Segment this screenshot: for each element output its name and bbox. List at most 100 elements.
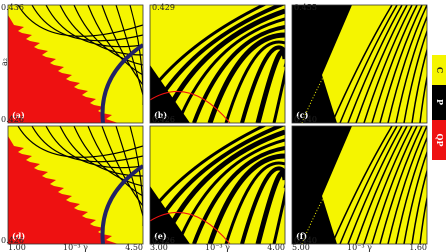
y-axis-label: a₂ — [0, 58, 9, 66]
region — [8, 15, 118, 123]
band — [301, 24, 353, 123]
panel: (f) — [291, 125, 428, 245]
band — [272, 182, 285, 244]
panel-frame — [291, 125, 428, 245]
band — [224, 161, 285, 244]
y-tick-label: 0.455 — [294, 3, 317, 12]
panel-plot — [8, 126, 143, 244]
band — [379, 5, 423, 123]
panel: (e) — [149, 125, 286, 245]
panel-label: (f) — [296, 231, 307, 241]
band — [192, 146, 285, 244]
band — [100, 43, 143, 123]
band — [150, 5, 285, 120]
legend-swatch — [432, 120, 446, 160]
x-tick-label: 4.00 — [267, 243, 285, 252]
band — [301, 145, 353, 244]
band — [403, 29, 427, 123]
band — [129, 5, 143, 105]
band — [150, 211, 231, 244]
x-tick-label: 5.00 — [292, 243, 310, 252]
band — [419, 73, 427, 123]
band — [387, 126, 427, 244]
panel-label: (c) — [296, 110, 309, 120]
panel: (d) — [7, 125, 144, 245]
y-tick-label: 0.436 — [1, 3, 24, 12]
band — [355, 126, 408, 244]
band — [347, 5, 403, 123]
band — [207, 32, 285, 123]
panel-label: (b) — [154, 110, 167, 120]
region — [322, 126, 427, 244]
band — [331, 5, 393, 123]
panel-label: (e) — [154, 231, 167, 241]
band — [411, 47, 427, 123]
y-tick-label: 0.440 — [294, 236, 317, 245]
y-tick-label: 0.426 — [152, 115, 175, 124]
band — [150, 126, 267, 216]
panel: (c) — [291, 4, 428, 124]
x-tick-label: 1.60 — [409, 243, 427, 252]
x-tick-label: 1.00 — [8, 243, 26, 252]
y-tick-label: 0.426 — [152, 236, 175, 245]
band — [419, 194, 427, 244]
band — [240, 45, 285, 123]
band — [395, 14, 427, 123]
band — [395, 135, 427, 244]
band — [150, 5, 267, 95]
legend-label: QP — [435, 134, 445, 147]
band — [411, 168, 427, 244]
band — [159, 129, 285, 244]
region — [8, 136, 118, 244]
y-tick-label: 0.426 — [1, 236, 24, 245]
band — [339, 126, 398, 244]
x-axis-label: 10⁻³ γ — [63, 243, 88, 252]
band — [347, 126, 403, 244]
band — [371, 5, 418, 123]
panel-label: (a) — [12, 110, 25, 120]
region — [322, 5, 427, 123]
band — [371, 126, 418, 244]
band — [240, 166, 285, 244]
band — [363, 5, 413, 123]
panel-plot — [8, 5, 143, 123]
band — [100, 164, 143, 244]
x-axis-label: 10⁻³ γ — [347, 243, 372, 252]
legend-label: C — [435, 67, 445, 73]
panel-plot — [150, 5, 285, 123]
panel-plot — [292, 5, 427, 123]
x-axis-label: 10⁻³ γ — [205, 243, 230, 252]
y-tick-label: 0.426 — [1, 115, 24, 124]
panel-frame — [149, 125, 286, 245]
band — [150, 126, 285, 241]
band — [176, 138, 285, 244]
band — [31, 126, 143, 163]
panel: (a) — [7, 4, 144, 124]
band — [150, 90, 231, 123]
band — [159, 8, 285, 123]
band — [387, 5, 427, 123]
panel-frame — [7, 4, 144, 124]
band — [255, 49, 285, 123]
panel-frame — [149, 4, 286, 124]
band — [403, 150, 427, 244]
legend-swatch — [432, 55, 446, 85]
x-tick-label: 4.50 — [125, 243, 143, 252]
panel-frame — [7, 125, 144, 245]
y-tick-label: 0.440 — [294, 115, 317, 124]
band — [331, 126, 393, 244]
band — [207, 153, 285, 244]
panel-label: (d) — [12, 231, 25, 241]
band — [379, 126, 423, 244]
band — [31, 5, 143, 42]
x-tick-label: 3.00 — [150, 243, 168, 252]
band — [355, 5, 408, 123]
legend-label: P — [435, 99, 445, 105]
panel: (b) — [149, 4, 286, 124]
band — [192, 25, 285, 123]
band — [224, 40, 285, 123]
band — [176, 17, 285, 123]
y-tick-label: 0.429 — [152, 3, 175, 12]
band — [363, 126, 413, 244]
